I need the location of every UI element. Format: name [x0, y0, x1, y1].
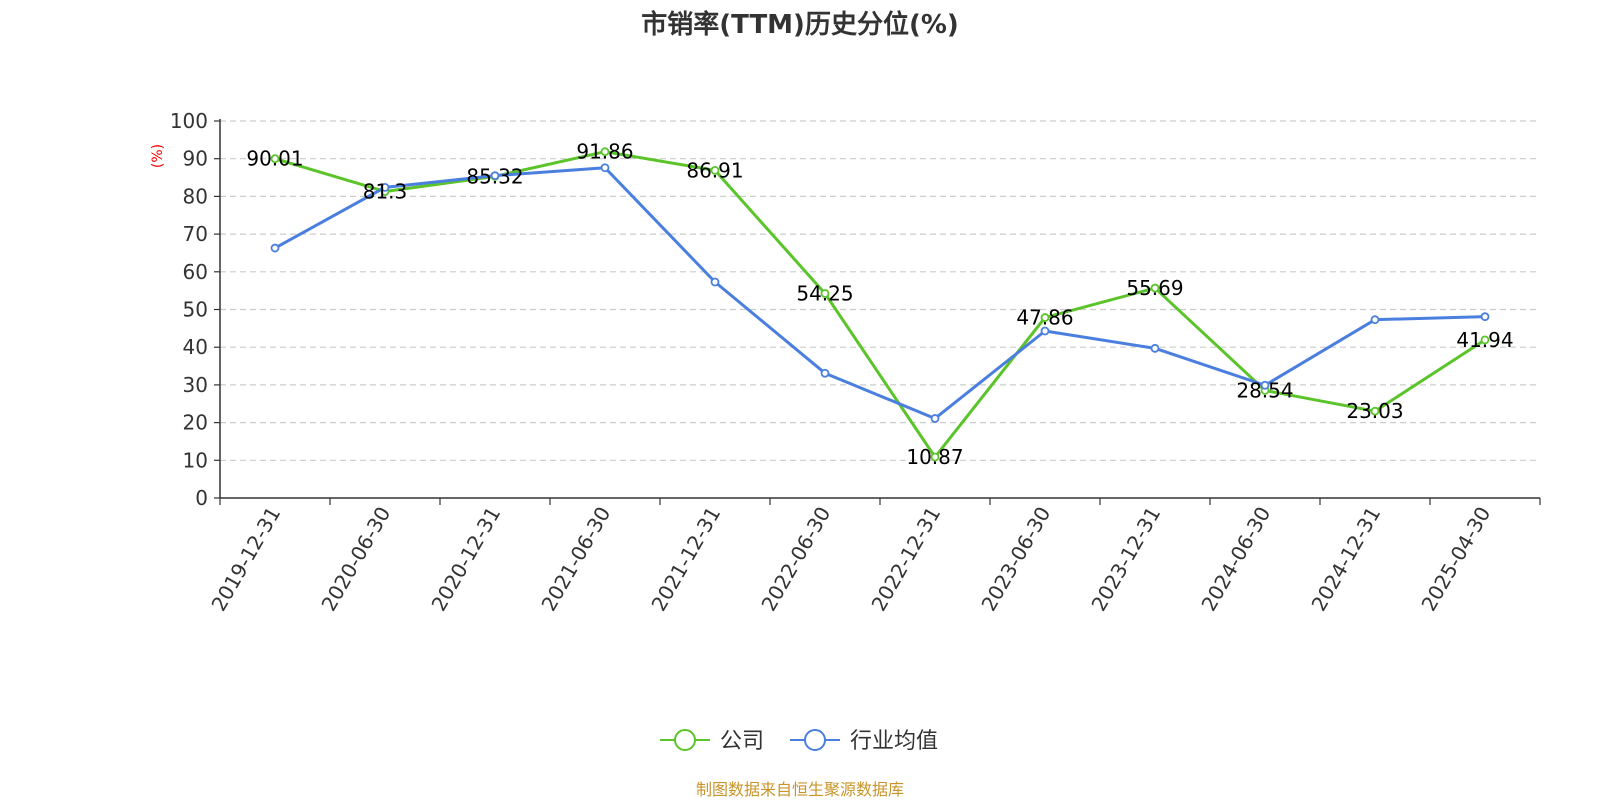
legend-item-1[interactable]: 行业均值: [790, 729, 938, 754]
data-point: [1150, 343, 1160, 353]
y-tick-label: 30: [183, 373, 208, 397]
data-point: [600, 147, 610, 157]
series-lines: [274, 150, 1486, 459]
x-tick-label: 2025-04-30: [1416, 503, 1495, 616]
data-point: [270, 154, 280, 164]
legend[interactable]: 公司 行业均值: [660, 729, 938, 754]
y-tick-label: 100: [170, 109, 208, 133]
data-label: 54.25: [796, 281, 853, 305]
series-points: [270, 147, 1490, 462]
grid-lines: [220, 120, 1540, 461]
legend-label: 行业均值: [850, 729, 938, 754]
data-point: [1370, 406, 1380, 416]
y-tick-label: 80: [183, 184, 208, 208]
data-point: [380, 182, 390, 192]
series-line-1: [274, 166, 1486, 420]
x-tick-label: 2020-06-30: [316, 503, 395, 616]
data-point: [710, 277, 720, 287]
y-tick-label: 40: [183, 335, 208, 359]
data-point: [1370, 315, 1380, 325]
data-point: [1480, 335, 1490, 345]
y-tick-label: 50: [183, 298, 208, 322]
legend-marker: [674, 729, 696, 751]
data-point: [1260, 380, 1270, 390]
x-tick-label: 2019-12-31: [206, 503, 285, 616]
x-tick-label: 2024-06-30: [1196, 503, 1275, 616]
data-label: 86.91: [686, 158, 743, 182]
y-tick-label: 90: [183, 147, 208, 171]
data-point: [820, 289, 830, 298]
data-label: 23.03: [1346, 399, 1403, 423]
legend-item-0[interactable]: 公司: [660, 729, 764, 754]
data-point: [1040, 313, 1050, 322]
data-point: [710, 165, 720, 175]
x-tick-label: 2021-06-30: [536, 503, 615, 616]
data-point: [930, 452, 940, 462]
data-point: [1040, 326, 1050, 336]
data-label: 41.94: [1456, 328, 1513, 352]
y-axis-unit: (%): [150, 144, 166, 168]
axes: [219, 119, 1540, 499]
data-label: 91.86: [576, 140, 633, 164]
data-label: 10.87: [906, 445, 963, 469]
data-label: 81.3: [363, 179, 408, 203]
x-tick-label: 2023-12-31: [1086, 503, 1165, 616]
x-tick-label: 2022-06-30: [756, 503, 835, 616]
x-tick-label: 2024-12-31: [1306, 503, 1385, 616]
data-point: [1150, 283, 1160, 293]
data-point: [1480, 312, 1490, 322]
data-label: 90.01: [246, 147, 303, 171]
y-tick-label: 0: [195, 486, 208, 510]
data-label: 28.54: [1236, 378, 1293, 402]
y-tick-label: 10: [183, 448, 208, 472]
data-point: [600, 163, 610, 173]
x-tick-label: 2022-12-31: [866, 503, 945, 616]
series-line-0: [274, 150, 1486, 459]
chart-title: 市销率(TTM)历史分位(%): [641, 9, 959, 40]
x-tick-label: 2023-06-30: [976, 503, 1055, 616]
legend-marker: [804, 729, 826, 751]
data-point: [270, 243, 280, 253]
data-point: [820, 368, 830, 378]
x-tick-label: 2020-12-31: [426, 503, 505, 616]
legend-label: 公司: [720, 729, 764, 754]
x-axis-ticks: 2019-12-31 2020-06-30 2020-12-31 2021-06-30…: [206, 498, 1541, 616]
y-tick-label: 60: [183, 260, 208, 284]
data-point: [930, 414, 940, 423]
source-note: 制图数据来自恒生聚源数据库: [696, 780, 904, 799]
data-label: 47.86: [1016, 306, 1073, 330]
data-labels: 90.01 81.3 85.32 91.86 86.91 54.25 10.87 47.86 5…: [246, 140, 1513, 469]
data-label: 55.69: [1126, 276, 1183, 300]
data-point: [490, 171, 500, 181]
y-axis-ticks: 0 10 20 30 40 50 60 70 80 90 100: [170, 109, 220, 510]
y-tick-label: 20: [183, 411, 208, 435]
y-tick-label: 70: [183, 222, 208, 246]
data-label: 85.32: [466, 164, 523, 188]
x-tick-label: 2021-12-31: [646, 503, 725, 616]
